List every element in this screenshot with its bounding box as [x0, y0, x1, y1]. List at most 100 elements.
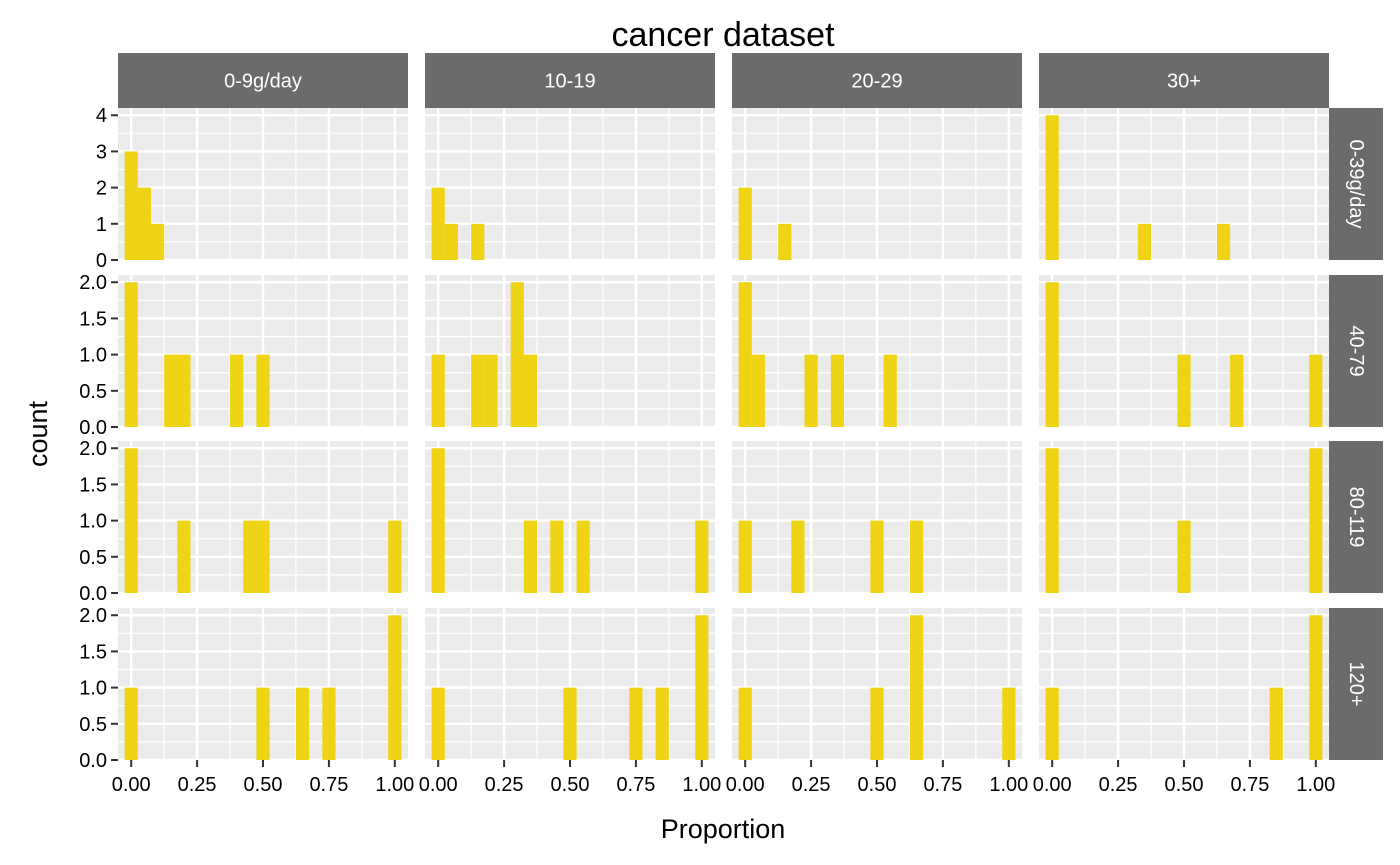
histogram-bar — [830, 354, 845, 427]
column-strip-label: 10-19 — [544, 71, 595, 93]
histogram-bar — [778, 223, 792, 260]
facet-panel-0-3 — [1039, 108, 1329, 262]
facet-panel-0-2 — [732, 108, 1022, 262]
histogram-bar — [431, 687, 445, 760]
histogram-bar — [1309, 615, 1323, 760]
row-strip — [1329, 608, 1383, 760]
histogram-bar — [322, 687, 336, 760]
histogram-bar — [738, 282, 752, 427]
x-tick-label: 0.00 — [726, 774, 765, 796]
histogram-bar — [388, 520, 402, 593]
y-tick-label: 0.0 — [79, 417, 107, 439]
y-tick-label: 2.0 — [79, 605, 107, 627]
y-tick-label: 1.0 — [79, 511, 107, 533]
histogram-bar — [124, 448, 138, 593]
x-tick-label: 0.50 — [1165, 774, 1204, 796]
histogram-bar — [1309, 354, 1323, 427]
histogram-bar — [655, 687, 669, 760]
histogram-bar — [150, 223, 165, 260]
histogram-bar — [484, 354, 498, 427]
histogram-bar — [738, 687, 752, 760]
x-tick-label: 0.25 — [485, 774, 524, 796]
histogram-bar — [444, 223, 458, 260]
facet-panel-3-0 — [118, 608, 408, 762]
histogram-bar — [791, 520, 805, 593]
facet-panel-0-1 — [425, 108, 715, 262]
histogram-bar — [124, 687, 138, 760]
histogram-bar — [471, 354, 485, 427]
facet-panel-1-2 — [732, 275, 1022, 429]
histogram-bar — [137, 187, 151, 260]
chart-title: cancer dataset — [611, 16, 835, 54]
histogram-bar — [164, 354, 178, 427]
histogram-bar — [256, 687, 270, 760]
y-tick-label: 3 — [96, 141, 107, 163]
y-tick-label: 1.0 — [79, 678, 107, 700]
x-tick-label: 0.50 — [551, 774, 590, 796]
column-strip — [732, 53, 1022, 108]
y-tick-label: 0.5 — [79, 547, 107, 569]
histogram-bar — [431, 187, 445, 260]
histogram-bar — [1177, 520, 1191, 593]
column-strip — [118, 53, 408, 108]
histogram-bar — [1002, 687, 1016, 760]
facet-panel-2-1 — [425, 441, 715, 595]
y-tick-label: 2.0 — [79, 438, 107, 460]
y-tick-label: 1.5 — [79, 474, 107, 496]
histogram-bar — [177, 520, 191, 593]
histogram-bar — [1230, 354, 1244, 427]
x-tick-label: 1.00 — [1296, 774, 1335, 796]
facet-panel-2-0 — [118, 441, 408, 595]
column-strip-label: 30+ — [1167, 71, 1201, 93]
row-strip-label: 120+ — [1345, 661, 1367, 706]
histogram-bar — [751, 354, 765, 427]
x-tick-label: 0.00 — [112, 774, 151, 796]
histogram-bar — [431, 448, 445, 593]
x-tick-label: 1.00 — [682, 774, 721, 796]
y-tick-label: 1 — [96, 214, 107, 236]
x-tick-label: 0.25 — [792, 774, 831, 796]
y-tick-label: 2.0 — [79, 272, 107, 294]
row-strip-label: 0-39g/day — [1345, 140, 1367, 229]
y-axis-title: count — [23, 400, 53, 467]
y-tick-label: 0.0 — [79, 750, 107, 772]
histogram-bar — [738, 520, 752, 593]
x-tick-label: 0.50 — [244, 774, 283, 796]
x-tick-label: 0.75 — [309, 774, 348, 796]
x-tick-label: 0.75 — [923, 774, 962, 796]
row-strip — [1329, 108, 1383, 260]
x-tick-label: 0.75 — [1230, 774, 1269, 796]
histogram-bar — [177, 354, 191, 427]
histogram-bar — [295, 687, 310, 760]
histogram-bar — [738, 187, 752, 260]
histogram-bar — [870, 687, 884, 760]
histogram-bar — [388, 615, 402, 760]
x-tick-label: 0.75 — [616, 774, 655, 796]
histogram-bar — [550, 520, 564, 593]
y-tick-label: 0 — [96, 250, 107, 272]
facet-panel-1-0 — [118, 275, 408, 429]
x-axis-title: Proportion — [661, 814, 786, 844]
row-strip — [1329, 441, 1383, 593]
column-strip — [425, 53, 715, 108]
facet-panel-3-2 — [732, 608, 1022, 762]
histogram-bar — [576, 520, 590, 593]
y-tick-label: 0.5 — [79, 714, 107, 736]
facet-panel-3-3 — [1039, 608, 1329, 762]
facet-panel-2-3 — [1039, 441, 1329, 595]
histogram-bar — [471, 223, 485, 260]
histogram-bar — [1269, 687, 1283, 760]
x-tick-label: 0.00 — [419, 774, 458, 796]
histogram-bar — [563, 687, 577, 760]
histogram-bar — [523, 354, 538, 427]
histogram-bar — [883, 354, 897, 427]
histogram-bar — [1045, 282, 1059, 427]
y-tick-label: 1.5 — [79, 308, 107, 330]
histogram-bar — [510, 282, 524, 427]
histogram-bar — [629, 687, 643, 760]
x-tick-label: 1.00 — [989, 774, 1028, 796]
histogram-bar — [1177, 354, 1191, 427]
histogram-bar — [695, 615, 709, 760]
x-tick-label: 0.25 — [178, 774, 217, 796]
